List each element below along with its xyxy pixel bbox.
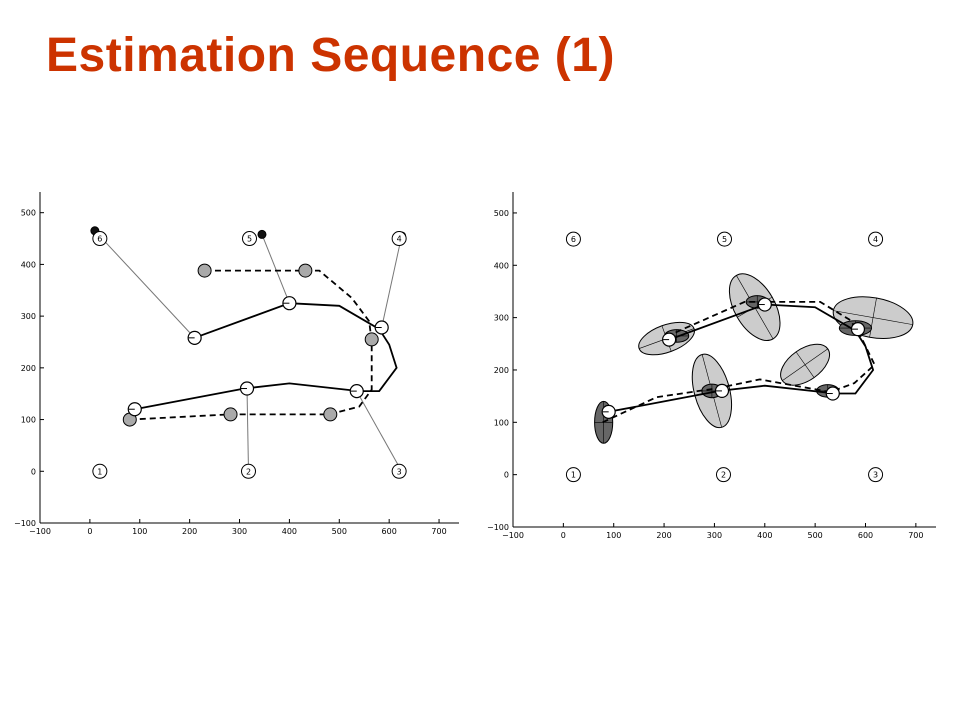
- x-tick-label: 300: [232, 527, 247, 536]
- observation-link: [246, 388, 250, 472]
- landmark-6: [565, 231, 581, 247]
- estimated-pose: [223, 407, 238, 422]
- landmark-3: [391, 463, 407, 479]
- sensed-landmark: [257, 229, 267, 239]
- estimated-path: [602, 300, 876, 424]
- slide-title: Estimation Sequence (1): [46, 29, 615, 82]
- x-tick-label: −100: [502, 531, 524, 540]
- landmark-1: [92, 463, 108, 479]
- landmark-label: 5: [247, 235, 252, 244]
- y-tick-label: −100: [14, 519, 36, 528]
- x-tick-label: 600: [858, 531, 873, 540]
- y-tick-label: 400: [494, 261, 509, 270]
- landmark-label: 2: [246, 467, 251, 476]
- x-tick-label: 100: [132, 527, 147, 536]
- x-tick-label: 400: [282, 527, 297, 536]
- observation-link: [356, 390, 403, 472]
- landmark-2: [241, 463, 257, 479]
- chart-panel-2: −100 0 100 200 300 400 500 600 700 −100 0 100 200 300…: [487, 192, 936, 540]
- chart-panel-1: −100 0 100 200 300 400 500 600 700 −100 0 100 200 300…: [14, 192, 459, 536]
- y-tick-label: −100: [487, 523, 509, 532]
- landmark-1: [565, 467, 581, 483]
- observation-link: [261, 234, 290, 304]
- y-tick-label: 300: [21, 312, 36, 321]
- landmark-3: [868, 467, 884, 483]
- estimated-pose: [197, 263, 212, 278]
- landmark-label: 5: [722, 235, 727, 244]
- y-tick-label: 0: [31, 467, 36, 476]
- landmark-4: [868, 231, 884, 247]
- x-tick-label: 700: [431, 527, 446, 536]
- landmark-6: [92, 231, 108, 247]
- y-tick-label: 0: [504, 471, 509, 480]
- landmark-label: 4: [397, 235, 402, 244]
- landmark-label: 1: [97, 467, 102, 476]
- x-tick-label: 600: [382, 527, 397, 536]
- observation-link: [94, 230, 195, 339]
- estimated-pose: [364, 332, 379, 347]
- x-tick-label: 300: [707, 531, 722, 540]
- estimated-path: [129, 269, 373, 421]
- landmark-4: [391, 231, 407, 247]
- x-tick-label: 200: [182, 527, 197, 536]
- y-tick-label: 200: [21, 364, 36, 373]
- landmark-label: 2: [721, 471, 726, 480]
- x-tick-label: 0: [561, 531, 566, 540]
- y-tick-label: 200: [494, 366, 509, 375]
- ellipse-axis: [795, 351, 815, 378]
- x-tick-label: 400: [757, 531, 772, 540]
- estimated-pose: [298, 263, 313, 278]
- landmark-label: 6: [571, 235, 576, 244]
- true-path: [608, 303, 875, 413]
- landmark-label: 1: [571, 471, 576, 480]
- y-tick-label: 100: [494, 418, 509, 427]
- x-tick-label: 700: [908, 531, 923, 540]
- y-tick-label: 400: [21, 260, 36, 269]
- y-tick-label: 100: [21, 416, 36, 425]
- y-tick-label: 300: [494, 314, 509, 323]
- y-tick-label: 500: [21, 209, 36, 218]
- x-tick-label: 500: [808, 531, 823, 540]
- observation-link: [381, 235, 403, 328]
- true-path: [134, 302, 398, 411]
- landmark-label: 4: [873, 235, 878, 244]
- x-tick-label: −100: [29, 527, 51, 536]
- y-tick-label: 500: [494, 209, 509, 218]
- x-tick-label: 100: [606, 531, 621, 540]
- x-tick-label: 0: [87, 527, 92, 536]
- landmark-label: 6: [97, 235, 102, 244]
- landmark-5: [242, 231, 257, 247]
- landmark-2: [715, 467, 731, 483]
- x-tick-label: 200: [656, 531, 671, 540]
- x-tick-label: 500: [332, 527, 347, 536]
- landmark-label: 3: [397, 467, 402, 476]
- landmark-label: 3: [873, 471, 878, 480]
- landmark-5: [717, 231, 732, 247]
- estimated-pose: [323, 407, 338, 422]
